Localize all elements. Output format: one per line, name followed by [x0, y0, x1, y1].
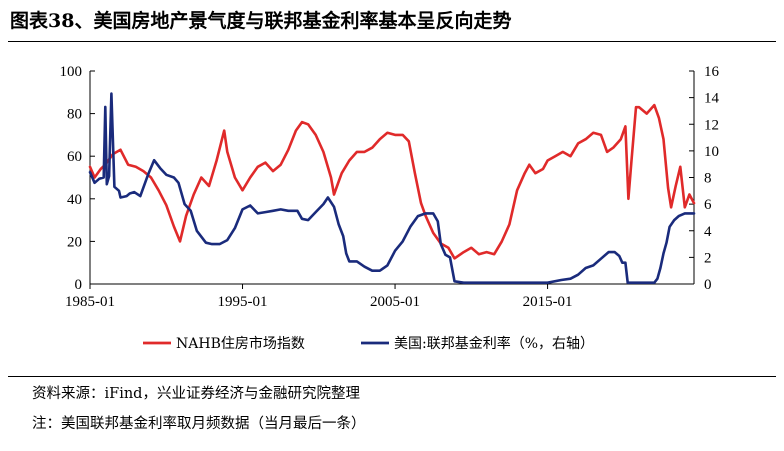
x-tick-label: 1995-01 — [218, 294, 268, 310]
left-tick-label: 80 — [67, 107, 82, 123]
right-tick-label: 6 — [704, 197, 712, 213]
left-tick-label: 60 — [67, 149, 82, 165]
left-tick-label: 40 — [67, 192, 82, 208]
footer-divider — [8, 376, 776, 377]
legend-label-fed-funds: 美国:联邦基金利率（%，右轴） — [394, 335, 594, 352]
right-tick-label: 14 — [704, 91, 720, 107]
chart-title: 图表38、美国房地产景气度与联邦基金利率基本呈反向走势 — [10, 10, 512, 32]
left-tick-label: 20 — [67, 234, 82, 250]
x-tick-label: 2015-01 — [523, 294, 573, 310]
left-tick-label: 0 — [75, 277, 83, 293]
source-note: 资料来源：iFind，兴业证券经济与金融研究院整理 — [32, 386, 360, 402]
footnote: 注：美国联邦基金利率取月频数据（当月最后一条） — [32, 416, 366, 432]
series-line-fed-funds — [88, 92, 696, 285]
series-line-nahb — [88, 103, 696, 260]
legend-label-nahb: NAHB住房市场指数 — [176, 335, 305, 352]
title-divider — [8, 41, 776, 42]
x-tick-label: 2005-01 — [370, 294, 420, 310]
right-tick-label: 0 — [704, 277, 712, 293]
right-tick-label: 16 — [704, 64, 720, 80]
right-tick-label: 4 — [704, 224, 712, 240]
left-tick-label: 100 — [60, 64, 83, 80]
chart: 0 20 40 60 80 100 0 2 4 6 8 10 12 14 16 1985-01 1995-01 2… — [60, 64, 720, 352]
x-tick-label: 1985-01 — [65, 294, 115, 310]
right-tick-label: 2 — [704, 250, 712, 266]
right-tick-label: 10 — [704, 144, 719, 160]
right-tick-label: 12 — [704, 117, 719, 133]
right-tick-label: 8 — [704, 171, 712, 187]
